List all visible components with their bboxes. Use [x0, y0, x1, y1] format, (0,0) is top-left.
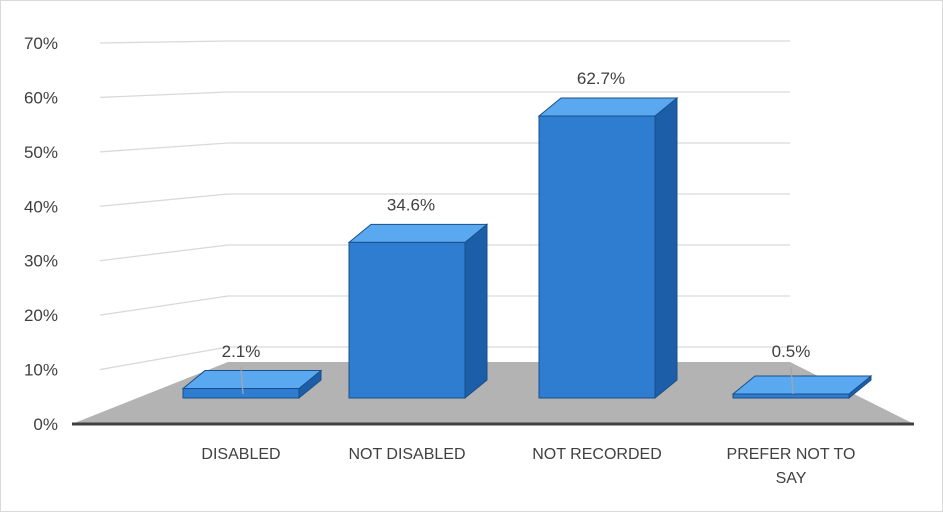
gridline-side: [99, 295, 229, 316]
y-tick-label: 20%: [24, 306, 58, 325]
bar-front: [732, 393, 850, 399]
bar: [347, 223, 489, 400]
x-category-label: DISABLED: [201, 446, 280, 463]
data-label: 0.5%: [772, 342, 811, 361]
y-tick-label: 30%: [24, 252, 58, 271]
bar-top: [181, 370, 323, 390]
y-tick-label: 10%: [24, 361, 58, 380]
bar-top: [347, 223, 489, 243]
data-label-leader: [240, 366, 244, 395]
bar-top: [731, 375, 873, 395]
gridline-side: [99, 193, 229, 207]
bar-top: [537, 97, 679, 117]
bar: [731, 374, 873, 400]
x-category-label: NOT RECORDED: [532, 446, 662, 463]
bar: [181, 369, 323, 400]
gridline-side: [99, 40, 229, 44]
gridline-side: [99, 142, 229, 153]
bar-front: [182, 388, 300, 399]
data-label: 34.6%: [387, 195, 435, 214]
bar-side: [464, 223, 488, 400]
gridline-side: [99, 244, 229, 262]
data-label: 2.1%: [222, 342, 261, 361]
x-category-label: NOT DISABLED: [348, 446, 465, 463]
bar-side: [654, 96, 678, 400]
y-tick-label: 40%: [24, 197, 58, 216]
gridline-side: [99, 91, 229, 99]
bar-front: [348, 241, 466, 399]
gridline-side: [99, 346, 229, 371]
y-tick-label: 50%: [24, 143, 58, 162]
y-tick-label: 60%: [24, 88, 58, 107]
y-tick-label: 70%: [24, 34, 58, 53]
data-label: 62.7%: [577, 69, 625, 88]
bar: [537, 96, 679, 400]
x-category-label: PREFER NOT TO SAY: [727, 446, 856, 487]
bar-front: [538, 115, 656, 399]
y-tick-label: 0%: [33, 415, 58, 434]
data-label-leader: [790, 366, 794, 395]
